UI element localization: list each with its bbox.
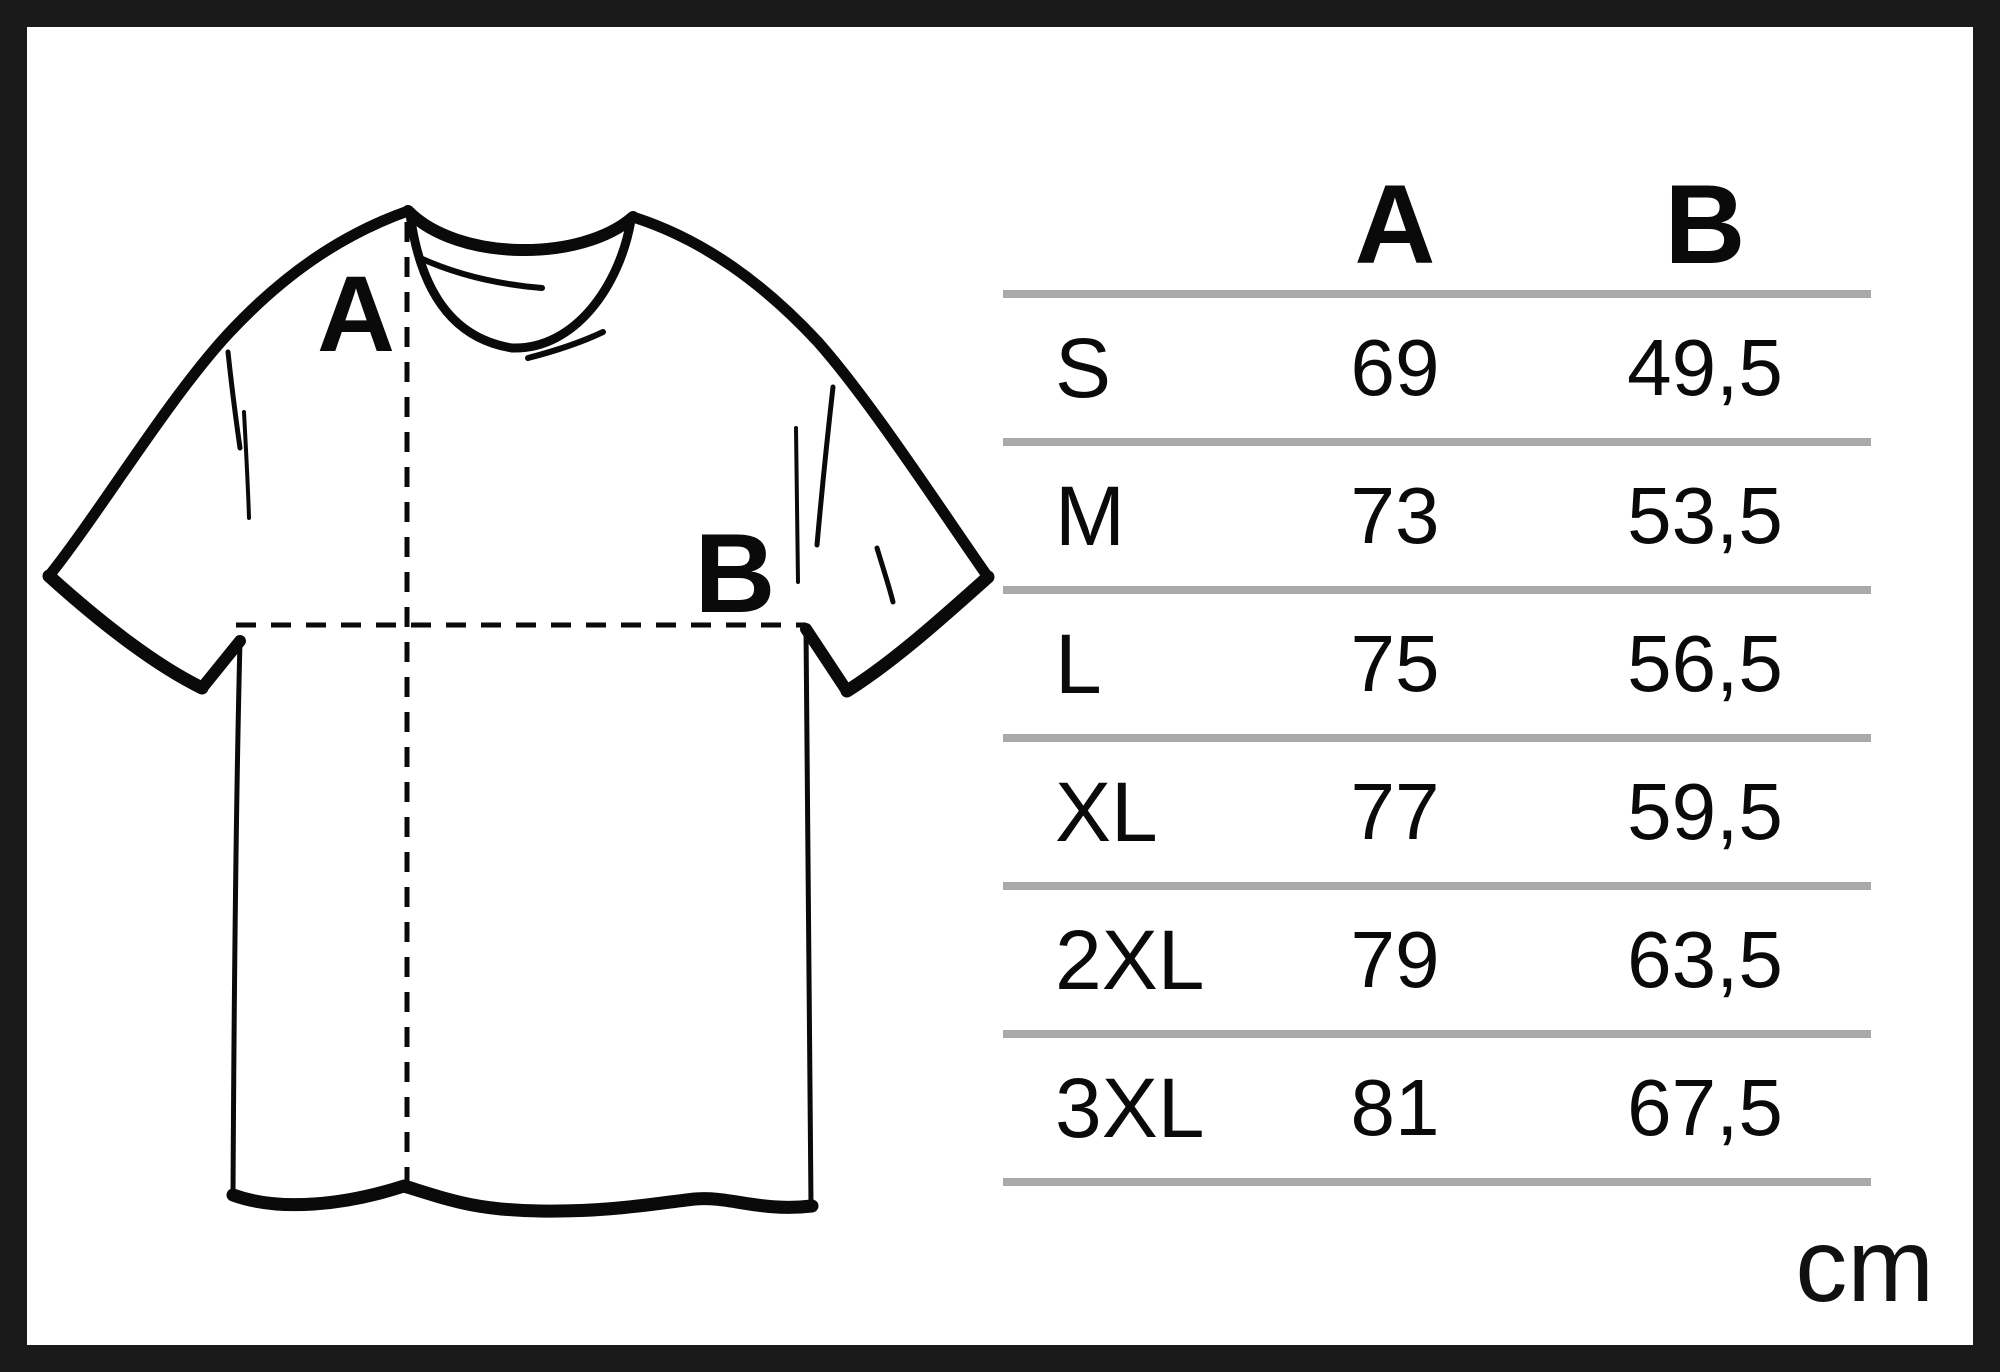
tshirt-left-fold-2	[242, 410, 251, 520]
value-b-cell: 56,5	[1627, 619, 1783, 708]
tshirt-right-cuff	[840, 570, 995, 698]
col-header-a: A	[1354, 161, 1436, 287]
table-row: XL 77 59,5	[1003, 734, 1871, 882]
length-label: A	[317, 253, 395, 374]
tshirt-neckline	[405, 209, 636, 353]
value-a-cell: 77	[1350, 767, 1440, 856]
table-row: L 75 56,5	[1003, 586, 1871, 734]
value-b-cell: 67,5	[1627, 1063, 1783, 1152]
table-row: 3XL 81 67,5	[1003, 1030, 1871, 1186]
tshirt-right-underarm	[800, 623, 853, 697]
unit-label: cm	[1795, 1208, 1934, 1324]
value-a-cell: 81	[1350, 1063, 1440, 1152]
table-header-row: A B	[1003, 158, 1871, 290]
tshirt-left-shoulder	[43, 205, 414, 582]
tshirt-collar-back	[402, 205, 639, 257]
table-row: S 69 49,5	[1003, 290, 1871, 438]
tshirt-right-fold-1	[794, 426, 800, 584]
value-b-cell: 49,5	[1627, 323, 1783, 412]
tshirt-left-fold-1	[225, 349, 243, 451]
value-a-cell: 75	[1350, 619, 1440, 708]
width-label: B	[694, 511, 776, 636]
tshirt-right-side	[803, 626, 814, 1208]
size-cell: XL	[1055, 764, 1158, 859]
tshirt-right-fold-3	[874, 545, 896, 605]
value-a-cell: 79	[1350, 915, 1440, 1004]
size-cell: 2XL	[1055, 912, 1205, 1007]
size-cell: 3XL	[1055, 1060, 1205, 1155]
tshirt-collar-fold-right	[525, 329, 606, 361]
value-b-cell: 53,5	[1627, 471, 1783, 560]
value-a-cell: 69	[1350, 323, 1440, 412]
col-header-b: B	[1664, 161, 1746, 287]
value-a-cell: 73	[1350, 471, 1440, 560]
tshirt-right-shoulder	[627, 211, 994, 583]
table-row: 2XL 79 63,5	[1003, 882, 1871, 1030]
value-b-cell: 63,5	[1627, 915, 1783, 1004]
table-row: M 73 53,5	[1003, 438, 1871, 586]
tshirt-hem	[226, 1179, 819, 1218]
tshirt-left-underarm	[196, 635, 246, 694]
tshirt-right-fold-2	[814, 384, 836, 548]
size-cell: M	[1055, 468, 1125, 563]
tshirt-collar-fold-left	[417, 255, 545, 291]
size-cell: S	[1055, 320, 1112, 415]
size-table: A B S 69 49,5 M 73 53,5 L 75 56,5 XL 77 …	[1003, 158, 1871, 1186]
tshirt-left-cuff	[42, 569, 209, 695]
value-b-cell: 59,5	[1627, 767, 1783, 856]
tshirt-left-side	[230, 638, 243, 1200]
size-cell: L	[1055, 616, 1102, 711]
